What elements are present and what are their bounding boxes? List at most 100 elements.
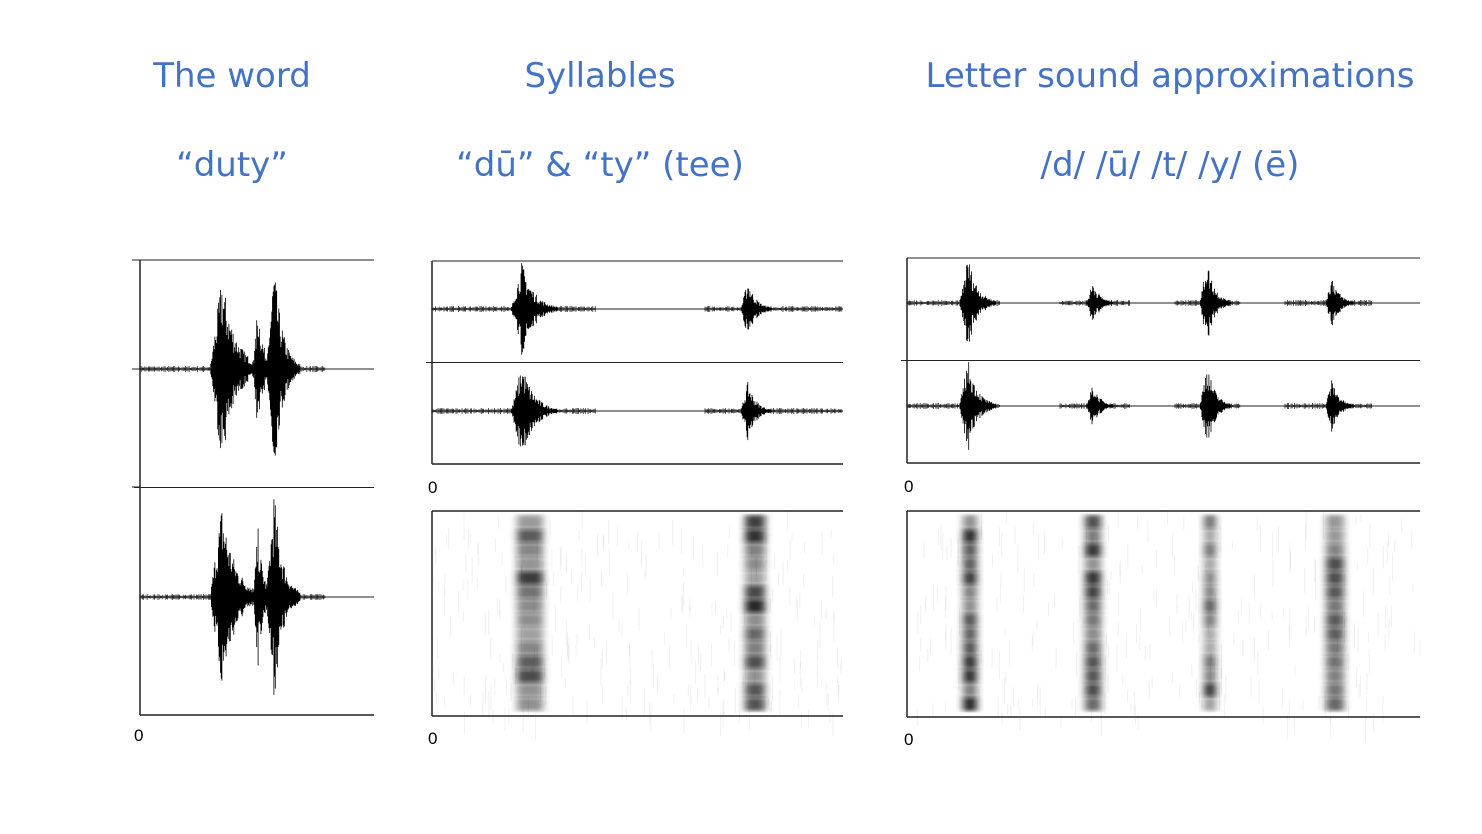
spectrogram-band	[745, 683, 765, 697]
waveform-burst	[266, 499, 301, 695]
spectrogram-speck	[433, 678, 435, 692]
spectrogram-speck	[1107, 524, 1109, 543]
spectrogram-speck	[504, 708, 506, 730]
spectrogram-speck	[465, 554, 467, 572]
spectrogram-speck	[1356, 665, 1358, 688]
spectrogram-speck	[453, 671, 455, 684]
spectrogram-speck	[492, 708, 494, 725]
spectrogram-speck	[1217, 529, 1219, 543]
spectrogram-speck	[1388, 617, 1390, 640]
spectrogram-speck	[799, 662, 801, 688]
spectrogram-speck	[535, 713, 537, 741]
spectrogram-band	[1204, 697, 1216, 711]
spectrogram-speck	[821, 678, 823, 688]
spectrogram-band	[1204, 613, 1216, 627]
column-subtitle: “duty”	[176, 145, 288, 185]
spectrogram-speck	[515, 668, 517, 678]
spectrogram-speck	[561, 654, 563, 677]
spectrogram-band	[963, 669, 977, 683]
spectrogram-speck	[819, 621, 821, 650]
spectrogram-band	[745, 641, 765, 655]
spectrogram-speck	[1268, 629, 1270, 651]
spectrogram-speck	[1010, 704, 1012, 719]
spectrogram-speck	[1259, 524, 1261, 551]
spectrogram-speck	[438, 668, 440, 679]
spectrogram-speck	[1271, 532, 1273, 557]
spectrogram-speck	[1139, 635, 1141, 651]
spectrogram-band	[1326, 683, 1344, 697]
spectrogram-speck	[958, 662, 960, 690]
spectrogram-band	[963, 585, 977, 599]
spectrogram-speck	[837, 647, 839, 668]
spectrogram-speck	[1183, 516, 1185, 531]
spectrogram-speck	[685, 625, 687, 647]
axis-label: 0	[904, 477, 913, 496]
spectrogram-speck	[1166, 511, 1168, 526]
spectrogram-speck	[962, 535, 964, 563]
spectrogram-speck	[499, 653, 501, 664]
spectrogram-band	[1085, 571, 1101, 585]
spectrogram-speck	[449, 618, 451, 637]
spectrogram-band	[745, 627, 765, 641]
spectrogram-speck	[991, 647, 993, 669]
spectrogram-speck	[462, 611, 464, 622]
spectrogram-speck	[711, 602, 713, 618]
spectrogram-speck	[1055, 647, 1057, 670]
spectrogram-speck	[832, 556, 834, 565]
spectrogram-band	[517, 543, 543, 557]
spectrogram-speck	[919, 656, 921, 672]
spectrogram-speck	[651, 650, 653, 667]
spectrogram-speck	[838, 684, 840, 694]
spectrogram-speck	[1272, 560, 1274, 587]
spectrogram-speck	[625, 707, 627, 721]
spectrogram-speck	[1191, 664, 1193, 677]
spectrogram-band	[745, 515, 765, 529]
spectrogram-speck	[581, 573, 583, 593]
spectrogram-speck	[821, 532, 823, 555]
axis-label: 0	[428, 729, 437, 748]
spectrogram-speck	[814, 616, 816, 626]
spectrogram-speck	[1347, 706, 1349, 718]
spectrogram-speck	[568, 644, 570, 665]
spectrogram-speck	[1385, 606, 1387, 629]
spectrogram-speck	[581, 548, 583, 567]
spectrogram-band	[1204, 683, 1216, 697]
spectrogram-speck	[1282, 688, 1284, 708]
spectrogram-speck	[567, 631, 569, 657]
spectrogram-speck	[830, 529, 832, 538]
spectrogram-speck	[765, 515, 767, 543]
spectrogram-speck	[1136, 623, 1138, 644]
spectrogram-speck	[1179, 684, 1181, 697]
spectrogram-speck	[770, 701, 772, 713]
spectrogram-speck	[1330, 716, 1332, 738]
spectrogram-speck	[494, 538, 496, 553]
spectrogram-band	[963, 627, 977, 641]
spectrogram-band	[1085, 627, 1101, 641]
spectrogram-speck	[940, 524, 942, 551]
spectrogram-speck	[467, 528, 469, 550]
spectrogram-speck	[717, 686, 719, 696]
spectrogram-speck	[1289, 625, 1291, 647]
spectrogram-band	[1326, 655, 1344, 669]
spectrogram-speck	[490, 684, 492, 711]
spectrogram-speck	[681, 594, 683, 612]
spectrogram-speck	[1288, 699, 1290, 721]
spectrogram-speck	[510, 682, 512, 701]
spectrogram-speck	[554, 604, 556, 632]
spectrogram-speck	[998, 527, 1000, 546]
spectrogram-speck	[499, 598, 501, 616]
spectrogram-band	[745, 557, 765, 571]
spectrogram-band	[517, 571, 543, 585]
spectrogram-speck	[1314, 561, 1316, 582]
spectrogram-speck	[1289, 607, 1291, 632]
spectrogram-speck	[1171, 673, 1173, 684]
spectrogram-speck	[1201, 699, 1203, 709]
spectrogram-speck	[787, 560, 789, 572]
spectrogram-speck	[1289, 542, 1291, 569]
spectrogram-speck	[804, 541, 806, 555]
spectrogram-speck	[1139, 608, 1141, 633]
spectrogram-speck	[936, 585, 938, 602]
spectrogram-speck	[1104, 692, 1106, 714]
spectrogram-speck	[779, 689, 781, 716]
spectrogram-speck	[1277, 525, 1279, 554]
